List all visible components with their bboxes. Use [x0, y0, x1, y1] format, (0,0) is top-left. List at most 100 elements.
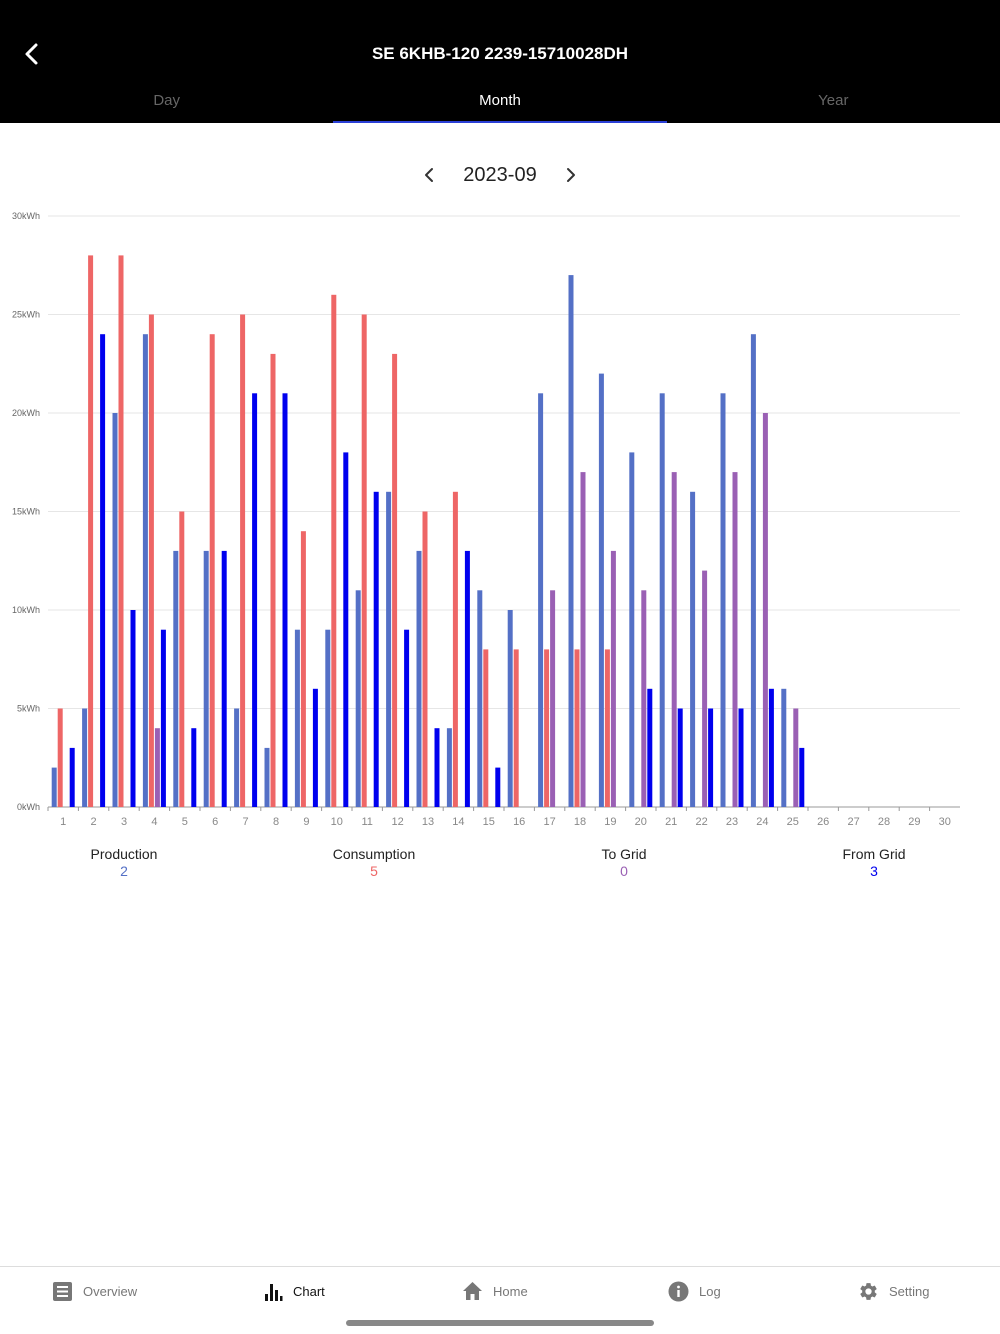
bar-consumption: [300, 531, 306, 807]
nav-label: Log: [699, 1283, 721, 1299]
chevron-left-icon: [425, 168, 433, 182]
y-tick-label: 5kWh: [17, 704, 40, 714]
legend: Production 2 Consumption 5 To Grid 0 Fro…: [0, 846, 1000, 886]
bar-from-grid: [221, 550, 227, 807]
legend-label: Production: [90, 846, 158, 862]
legend-item-to-grid[interactable]: To Grid 0: [524, 846, 724, 879]
bar-consumption: [392, 353, 398, 807]
y-tick-label: 15kWh: [12, 507, 40, 517]
bar-production: [720, 393, 726, 807]
x-tick-label: 9: [303, 816, 309, 828]
x-tick-label: 26: [817, 816, 829, 828]
bar-production: [690, 491, 696, 807]
legend-item-consumption[interactable]: Consumption 5: [274, 846, 474, 879]
bar-production: [82, 708, 88, 807]
legend-label: To Grid: [601, 846, 647, 862]
y-tick-label: 0kWh: [17, 802, 40, 812]
nav-item-overview[interactable]: Overview: [52, 1279, 137, 1303]
home-indicator: [346, 1320, 654, 1326]
prev-period-button[interactable]: [414, 160, 444, 190]
bar-consumption: [544, 649, 550, 807]
y-tick-label: 30kWh: [12, 211, 40, 221]
x-tick-label: 15: [483, 816, 495, 828]
x-tick-label: 12: [391, 816, 403, 828]
tab-month[interactable]: Month: [333, 84, 667, 123]
y-tick-label: 25kWh: [12, 310, 40, 320]
bar-from-grid: [434, 728, 440, 807]
bar-production: [173, 550, 179, 807]
bar-production: [112, 413, 118, 807]
bar-from-grid: [677, 708, 683, 807]
bar-from-grid: [100, 334, 106, 807]
x-tick-label: 13: [422, 816, 434, 828]
legend-value: 2: [120, 863, 128, 879]
info-icon: [668, 1281, 689, 1301]
bar-consumption: [361, 314, 367, 807]
bar-from-grid: [252, 393, 258, 807]
nav-item-log[interactable]: Log: [668, 1279, 721, 1303]
x-tick-label: 23: [726, 816, 738, 828]
legend-label: From Grid: [842, 846, 906, 862]
legend-item-production[interactable]: Production 2: [24, 846, 224, 879]
bar-consumption: [148, 314, 154, 807]
bar-to-grid: [702, 570, 708, 807]
bar-to-grid: [580, 472, 586, 807]
tab-year[interactable]: Year: [818, 92, 849, 109]
period-tabs: Day Month Year: [0, 84, 1000, 123]
bar-from-grid: [768, 688, 774, 807]
nav-item-home[interactable]: Home: [462, 1279, 528, 1303]
bar-production: [142, 334, 148, 807]
bar-production: [294, 629, 300, 807]
period-label: 2023-09: [463, 163, 537, 186]
bar-from-grid: [799, 747, 805, 807]
x-tick-label: 3: [121, 816, 127, 828]
bar-production: [51, 767, 57, 807]
bar-consumption: [452, 491, 458, 807]
x-tick-label: 2: [91, 816, 97, 828]
x-tick-label: 25: [787, 816, 799, 828]
bar-consumption: [209, 334, 215, 807]
x-tick-label: 22: [695, 816, 707, 828]
x-tick-label: 19: [604, 816, 616, 828]
bar-to-grid: [610, 550, 616, 807]
nav-item-chart[interactable]: Chart: [264, 1279, 325, 1303]
x-tick-label: 24: [756, 816, 768, 828]
next-period-button[interactable]: [556, 160, 586, 190]
nav-item-setting[interactable]: Setting: [858, 1279, 929, 1303]
bar-to-grid: [793, 708, 799, 807]
bar-consumption: [270, 353, 276, 807]
bar-consumption: [422, 511, 428, 807]
nav-label: Home: [493, 1283, 528, 1299]
x-tick-label: 16: [513, 816, 525, 828]
bar-to-grid: [641, 590, 647, 807]
bar-consumption: [574, 649, 580, 807]
legend-item-from-grid[interactable]: From Grid 3: [774, 846, 974, 879]
bar-from-grid: [373, 491, 379, 807]
bar-production: [203, 550, 209, 807]
nav-label: Setting: [889, 1283, 930, 1299]
x-tick-label: 28: [878, 816, 890, 828]
bar-consumption: [483, 649, 489, 807]
bar-from-grid: [738, 708, 744, 807]
bar-production: [781, 688, 787, 807]
bar-production: [507, 610, 513, 807]
period-selector: 2023-09: [0, 160, 1000, 190]
bar-to-grid: [762, 413, 768, 807]
back-button[interactable]: [14, 36, 50, 72]
x-tick-label: 18: [574, 816, 586, 828]
chevron-right-icon: [567, 168, 575, 182]
bar-to-grid: [732, 472, 738, 807]
x-tick-label: 14: [452, 816, 464, 828]
x-tick-label: 30: [939, 816, 951, 828]
bar-production: [446, 728, 452, 807]
tab-day[interactable]: Day: [153, 92, 180, 109]
x-tick-label: 20: [635, 816, 647, 828]
bar-consumption: [513, 649, 519, 807]
x-tick-label: 7: [243, 816, 249, 828]
x-tick-label: 6: [212, 816, 218, 828]
bar-consumption: [331, 294, 337, 807]
bar-production: [568, 275, 574, 808]
legend-value: 0: [620, 863, 628, 879]
bar-from-grid: [160, 629, 166, 807]
